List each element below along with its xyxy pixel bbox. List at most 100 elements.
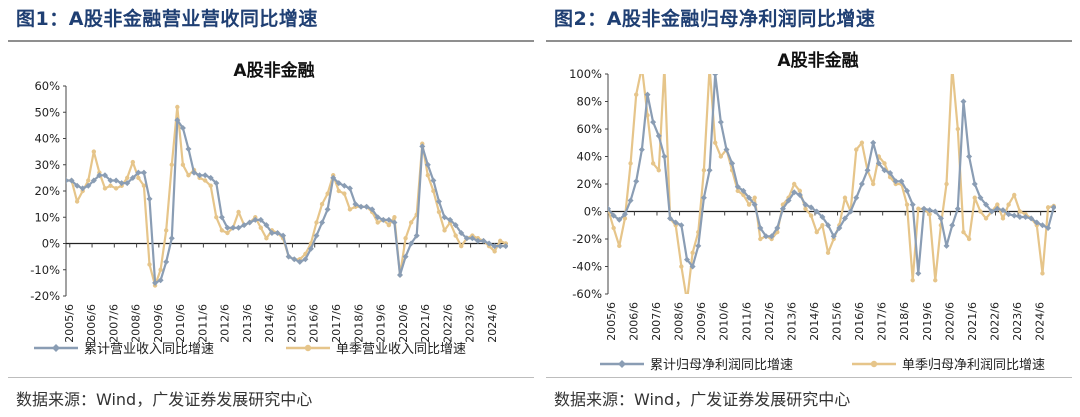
series-2-point bbox=[425, 173, 431, 178]
series-1-point bbox=[463, 235, 470, 242]
figure-2-top-rule bbox=[546, 40, 1072, 42]
series-1-point bbox=[174, 117, 181, 124]
series-2-point bbox=[147, 262, 152, 267]
series-1-point bbox=[358, 203, 365, 210]
series-1-point bbox=[920, 205, 927, 212]
figure-2-chart: A股非金融 -60% -40% -20% 0% 20% 40% 60% 80% 100% 2005/… bbox=[552, 46, 1066, 374]
series-1-point bbox=[1005, 211, 1012, 218]
series-2-point bbox=[342, 191, 347, 196]
series-2-point bbox=[498, 238, 503, 244]
series-2-point bbox=[713, 140, 718, 145]
series-2-point bbox=[983, 216, 989, 221]
series-1-point bbox=[712, 74, 719, 77]
x-tick-label: 2007/6 bbox=[650, 302, 663, 341]
series-2-point bbox=[950, 65, 954, 69]
series-2-point bbox=[882, 161, 887, 166]
series-1-point bbox=[179, 125, 186, 131]
x-tick-label: 2013/6 bbox=[785, 302, 798, 341]
x-tick-label: 2014/6 bbox=[263, 304, 276, 343]
series-1-point bbox=[118, 180, 125, 187]
y-tick-label: -60% bbox=[572, 287, 602, 301]
series-1-point bbox=[740, 187, 747, 194]
y-tick-label: 0% bbox=[584, 205, 602, 219]
series-2-point bbox=[125, 175, 130, 181]
series-1-point bbox=[983, 201, 990, 208]
legend-label: 累计归母净利润同比增速 bbox=[650, 358, 793, 373]
series-1-point bbox=[994, 205, 1001, 212]
series-1-point bbox=[430, 177, 437, 184]
series-1-point bbox=[1050, 204, 1056, 211]
x-tick-label: 2007/6 bbox=[107, 304, 120, 343]
series-2-point bbox=[650, 161, 656, 166]
series-2-point bbox=[825, 250, 831, 255]
series-2-point bbox=[186, 173, 191, 178]
x-tick-label: 2014/6 bbox=[808, 302, 821, 341]
series-2-point bbox=[108, 183, 113, 188]
series-1-point bbox=[263, 222, 270, 229]
series-1-point bbox=[746, 194, 753, 201]
series-1-point bbox=[627, 197, 634, 204]
x-tick-label: 2005/6 bbox=[63, 304, 76, 343]
x-tick-label: 2009/6 bbox=[152, 304, 165, 343]
series-2-point bbox=[208, 183, 213, 188]
series-1-point bbox=[610, 212, 617, 219]
series-2-point bbox=[961, 229, 966, 235]
x-tick-label: 2008/6 bbox=[673, 302, 686, 341]
series-1-point bbox=[700, 194, 707, 201]
x-tick-label: 2006/6 bbox=[627, 302, 640, 341]
series-1-point bbox=[932, 208, 939, 215]
series-1-point bbox=[762, 233, 769, 240]
x-tick-label: 2021/6 bbox=[966, 302, 979, 341]
series-2-point bbox=[797, 188, 803, 194]
series-1-point bbox=[363, 203, 370, 210]
x-tick-label: 2017/6 bbox=[330, 304, 343, 343]
series-1-point bbox=[644, 91, 651, 98]
series-2-point bbox=[141, 183, 147, 188]
x-tick-label: 2024/6 bbox=[486, 304, 499, 343]
series-1-point bbox=[408, 240, 415, 247]
series-1-point bbox=[864, 167, 871, 174]
series-2-point bbox=[859, 140, 865, 145]
series-2-line bbox=[66, 105, 507, 287]
series-2-point bbox=[219, 228, 225, 233]
series-1-point bbox=[101, 172, 108, 179]
series-2-point bbox=[808, 213, 814, 218]
series-2-point bbox=[214, 215, 219, 220]
series-1-point bbox=[413, 232, 420, 239]
series-1-point bbox=[369, 206, 376, 213]
series-1-point bbox=[302, 256, 309, 263]
series-2-point bbox=[130, 159, 136, 165]
series-2-point bbox=[492, 249, 497, 254]
series-2-point bbox=[1012, 192, 1017, 198]
series-1-point bbox=[402, 253, 409, 260]
series-1-point bbox=[291, 256, 298, 263]
series-1-point bbox=[695, 242, 702, 249]
series-1-point bbox=[246, 219, 253, 226]
x-tick-label: 2021/6 bbox=[419, 304, 432, 343]
series-1-point bbox=[870, 139, 877, 146]
series-2-point bbox=[622, 216, 628, 221]
series-1-group bbox=[608, 74, 1056, 277]
series-1-point bbox=[107, 177, 114, 184]
series-1-point bbox=[667, 215, 674, 222]
series-2-point bbox=[1045, 205, 1051, 210]
series-1-point bbox=[380, 216, 387, 223]
figure-2-source: 数据来源：Wind，广发证券发展研究中心 bbox=[554, 390, 851, 409]
figure-2-title: 图2：A股非金融归母净利润同比增速 bbox=[554, 8, 876, 30]
series-1-line bbox=[608, 74, 1055, 275]
series-2-point bbox=[158, 267, 163, 272]
series-1-point bbox=[678, 222, 685, 229]
series-2-point bbox=[1006, 202, 1011, 207]
series-1-point bbox=[1033, 219, 1040, 226]
series-1-point bbox=[346, 185, 353, 192]
legend-label: 累计营业收入同比增速 bbox=[84, 342, 214, 357]
series-2-point bbox=[175, 104, 180, 110]
series-1-point bbox=[813, 208, 820, 215]
series-1-point bbox=[751, 201, 758, 208]
series-1-point bbox=[971, 181, 978, 187]
series-1-point bbox=[898, 178, 905, 185]
series-1-point bbox=[218, 214, 225, 221]
x-tick-label: 2022/6 bbox=[441, 304, 454, 343]
series-1-point bbox=[74, 182, 81, 189]
series-2-point bbox=[870, 181, 876, 187]
